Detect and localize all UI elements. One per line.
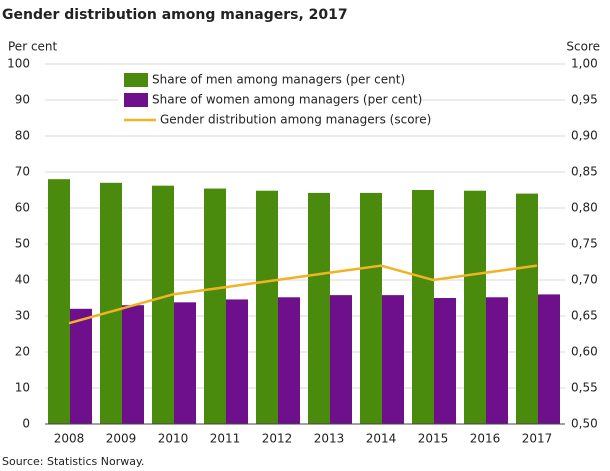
bar (516, 193, 538, 424)
x-tick-label: 2008 (54, 432, 85, 446)
bar (70, 308, 92, 424)
x-tick-label: 2015 (418, 432, 449, 446)
y-tick-label: 60 (15, 201, 30, 215)
bar (256, 190, 278, 424)
bar (538, 294, 560, 424)
legend-label: Share of women among managers (per cent) (152, 93, 422, 107)
bar (412, 190, 434, 424)
legend-swatch (124, 73, 148, 87)
legend-label: Gender distribution among managers (scor… (160, 113, 431, 127)
x-tick-label: 2013 (314, 432, 345, 446)
y2-tick-label: 0,90 (571, 129, 598, 143)
y-tick-label: 100 (7, 57, 30, 71)
y2-tick-label: 0,75 (571, 237, 598, 251)
y-tick-label: 20 (15, 345, 30, 359)
y-tick-label: 0 (22, 417, 30, 431)
y2-tick-label: 0,95 (571, 93, 598, 107)
y2-tick-label: 0,85 (571, 165, 598, 179)
y2-tick-label: 0,60 (571, 345, 598, 359)
legend-swatch (124, 93, 148, 107)
x-tick-label: 2012 (262, 432, 293, 446)
bar (100, 182, 122, 424)
bar (122, 305, 144, 424)
y2-tick-label: 0,65 (571, 309, 598, 323)
line (68, 264, 538, 325)
bar (226, 299, 248, 424)
bar (382, 295, 404, 424)
y2-tick-label: 1,00 (571, 57, 598, 71)
y-tick-label: 10 (15, 381, 30, 395)
x-tick-label: 2014 (366, 432, 397, 446)
y-tick-label: 80 (15, 129, 30, 143)
bar (464, 190, 486, 424)
y2-tick-label: 0,55 (571, 381, 598, 395)
legend-label: Share of men among managers (per cent) (152, 73, 405, 87)
y2-tick-label: 0,70 (571, 273, 598, 287)
bar (434, 298, 456, 424)
y2-tick-label: 0,50 (571, 417, 598, 431)
y-tick-label: 40 (15, 273, 30, 287)
x-tick-label: 2010 (158, 432, 189, 446)
x-tick-label: 2017 (522, 432, 553, 446)
bar (330, 295, 352, 424)
chart-title: Gender distribution among managers, 2017 (2, 7, 348, 23)
bar (152, 185, 174, 424)
bar (174, 302, 196, 424)
y2-tick-label: 0,80 (571, 201, 598, 215)
bar (278, 297, 300, 424)
y-tick-label: 90 (15, 93, 30, 107)
y-axis-label: Per cent (8, 40, 58, 54)
y2-axis-label: Score (566, 40, 600, 54)
x-tick-label: 2011 (210, 432, 241, 446)
y-tick-label: 30 (15, 309, 30, 323)
x-tick-label: 2016 (470, 432, 501, 446)
y-tick-label: 70 (15, 165, 30, 179)
bar (486, 297, 508, 424)
x-tick-label: 2009 (106, 432, 137, 446)
legend-box (118, 70, 420, 130)
bar (308, 192, 330, 424)
bar (360, 192, 382, 424)
bar (48, 179, 70, 424)
source: Source: Statistics Norway. (2, 455, 144, 468)
bar (204, 188, 226, 424)
legend: Share of men among managers (per cent) Sh… (118, 70, 431, 130)
y-tick-label: 50 (15, 237, 30, 251)
